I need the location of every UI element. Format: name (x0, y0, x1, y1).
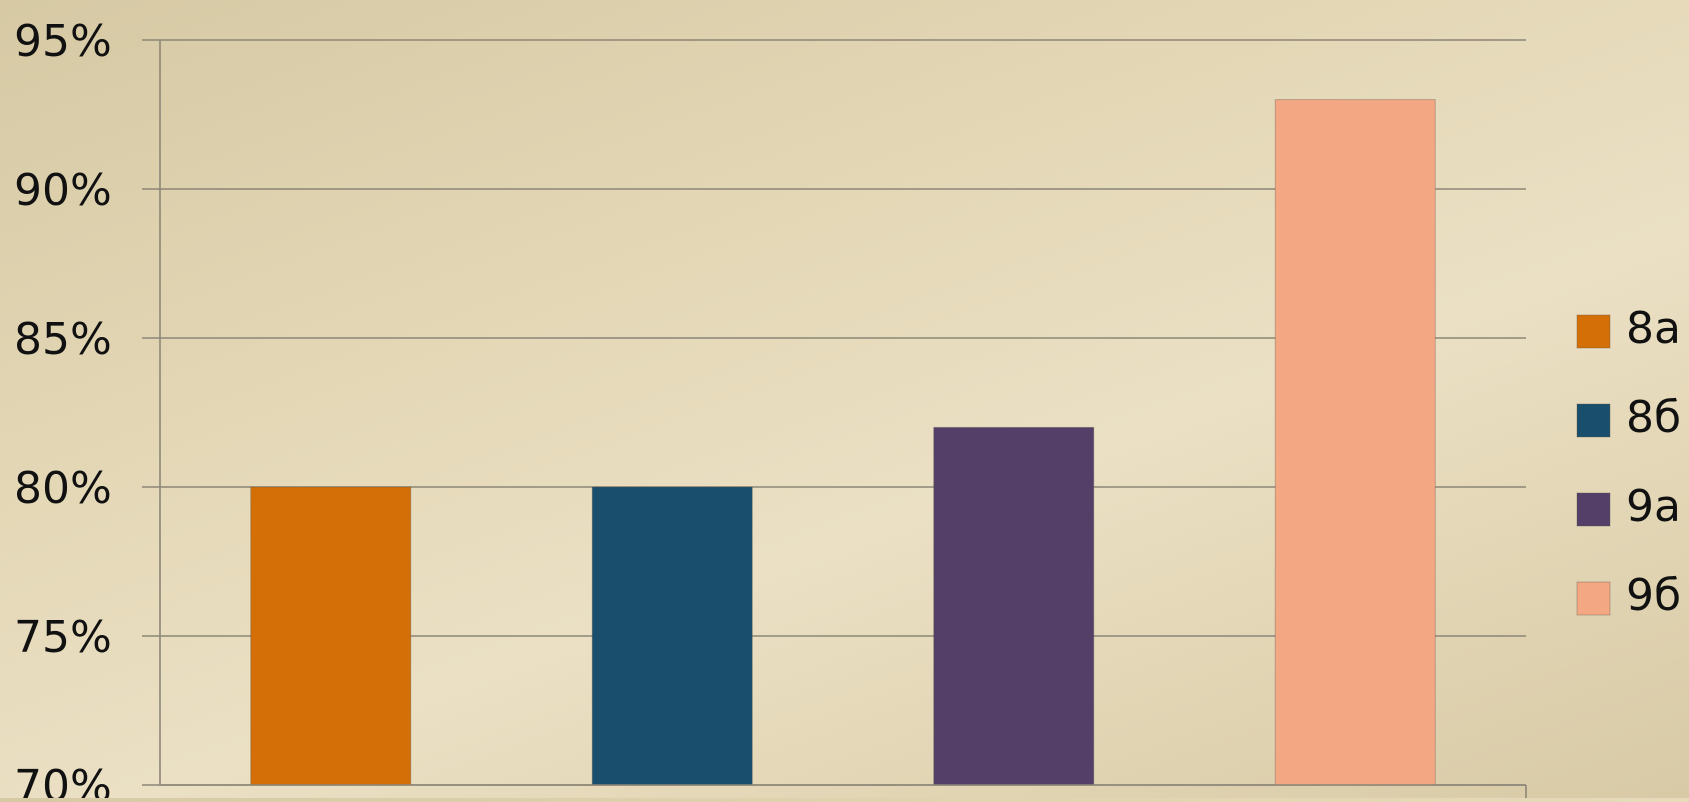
y-tick-label: 75% (14, 612, 112, 663)
legend-swatch-9б (1576, 581, 1611, 616)
axes (159, 40, 1527, 799)
y-tick-label: 90% (14, 165, 112, 216)
legend-label-9а: 9а (1626, 481, 1681, 532)
bar-8а (250, 486, 412, 786)
legend-swatch-8а (1576, 314, 1611, 349)
legend-label-9б: 9б (1626, 570, 1681, 621)
legend-swatch-9а (1576, 492, 1611, 527)
bars (250, 99, 1436, 786)
bar-9а (933, 426, 1095, 786)
legend-swatch-8б (1576, 403, 1611, 438)
bar-9б (1274, 99, 1436, 786)
legend-label-8а: 8а (1626, 303, 1681, 354)
y-tick-label: 70% (14, 761, 112, 798)
bar-8б (591, 486, 753, 786)
y-tick-label: 85% (14, 314, 112, 365)
y-tick-label: 95% (14, 16, 112, 67)
y-tick-labels: 70% 75% 80% 85% 90% 95% (14, 16, 112, 802)
y-tick-label: 80% (14, 463, 112, 514)
legend: 8а 8б 9а 9б (1576, 303, 1681, 621)
legend-label-8б: 8б (1626, 392, 1681, 443)
